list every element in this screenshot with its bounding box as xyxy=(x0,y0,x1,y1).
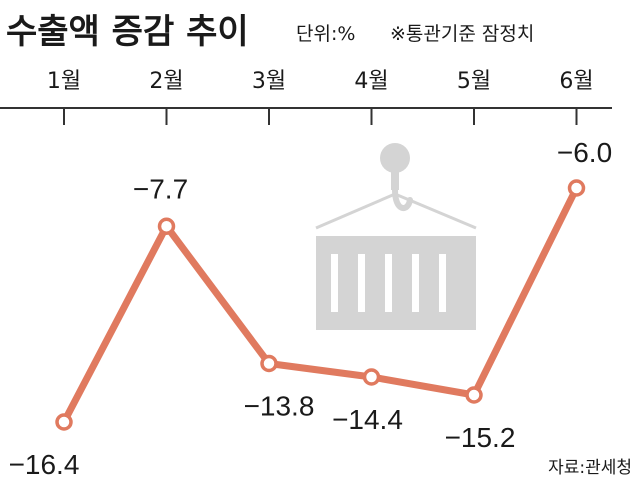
data-point xyxy=(362,368,381,386)
data-point xyxy=(157,217,176,235)
data-label: −7.7 xyxy=(133,173,188,204)
x-tick-label: 5월 xyxy=(457,69,491,94)
data-labels: −16.4 −7.7 −13.8 −14.4 −15.2 −6.0 xyxy=(9,137,613,480)
source-note: 자료:관세청 xyxy=(548,458,632,478)
unit-note: 단위:% xyxy=(296,23,355,45)
x-tick-label: 3월 xyxy=(252,69,286,94)
data-point xyxy=(465,386,483,404)
data-label: −6.0 xyxy=(557,137,612,168)
crane-hook-cargo-container-icon xyxy=(315,143,477,330)
data-label: −14.4 xyxy=(332,404,403,435)
x-tick-label: 1월 xyxy=(47,69,81,94)
x-tick-label: 4월 xyxy=(354,69,388,94)
data-label: −15.2 xyxy=(445,422,516,453)
chart-title: 수출액 증감 추이 xyxy=(6,12,249,52)
series-line xyxy=(60,184,580,426)
x-tick-label: 6월 xyxy=(559,69,593,94)
data-label: −13.8 xyxy=(244,391,315,422)
data-label: −16.4 xyxy=(9,449,80,480)
data-point xyxy=(55,413,73,431)
basis-note: ※통관기준 잠정치 xyxy=(390,23,534,45)
x-axis-labels: 1월 2월 3월 4월 5월 6월 xyxy=(47,69,594,125)
data-point xyxy=(567,179,586,197)
series-export-change xyxy=(55,179,586,431)
x-tick-label: 2월 xyxy=(149,69,183,94)
data-point xyxy=(260,354,278,373)
